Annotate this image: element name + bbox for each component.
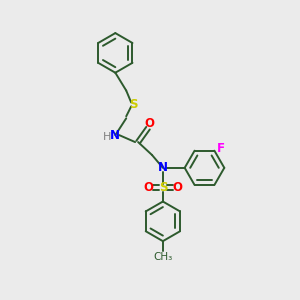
- Text: N: N: [158, 161, 168, 174]
- Text: O: O: [144, 117, 154, 130]
- Text: F: F: [217, 142, 225, 155]
- Text: O: O: [173, 181, 183, 194]
- Text: H: H: [103, 132, 112, 142]
- Text: S: S: [129, 98, 137, 111]
- Text: CH₃: CH₃: [153, 252, 172, 262]
- Text: N: N: [110, 129, 120, 142]
- Text: S: S: [159, 181, 167, 194]
- Text: O: O: [143, 181, 153, 194]
